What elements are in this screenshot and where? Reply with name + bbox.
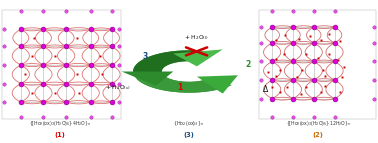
Polygon shape	[173, 49, 223, 66]
Text: {Ho$_2$(ox)$_3$}$_n$: {Ho$_2$(ox)$_3$}$_n$	[174, 119, 204, 128]
Polygon shape	[133, 50, 232, 93]
Text: (1): (1)	[54, 132, 65, 138]
Polygon shape	[136, 75, 229, 93]
Text: 2: 2	[245, 60, 251, 69]
Text: $\Delta$: $\Delta$	[262, 83, 269, 94]
Text: 3: 3	[143, 52, 148, 61]
Text: (2): (2)	[313, 132, 324, 138]
Polygon shape	[197, 75, 238, 94]
Polygon shape	[133, 50, 199, 77]
Text: + H$_2$O$_{(l)}$: + H$_2$O$_{(l)}$	[184, 34, 209, 42]
Text: {[Ho$_2$(ox)$_3$(H$_2$O)$_6$]$\cdot$12H$_2$O}$_n$: {[Ho$_2$(ox)$_3$(H$_2$O)$_6$]$\cdot$12H$…	[286, 119, 351, 128]
Text: {[Ho$_2$(ox)$_3$(H$_2$O)$_6$]$\cdot$4H$_2$O}$_n$: {[Ho$_2$(ox)$_3$(H$_2$O)$_6$]$\cdot$4H$_…	[29, 119, 91, 128]
Text: + H$_2$O$_{(v)}$: + H$_2$O$_{(v)}$	[105, 84, 131, 93]
FancyBboxPatch shape	[259, 10, 376, 119]
Text: (3): (3)	[184, 132, 194, 138]
FancyBboxPatch shape	[2, 10, 121, 119]
Polygon shape	[122, 72, 173, 86]
Text: 1: 1	[177, 83, 183, 92]
